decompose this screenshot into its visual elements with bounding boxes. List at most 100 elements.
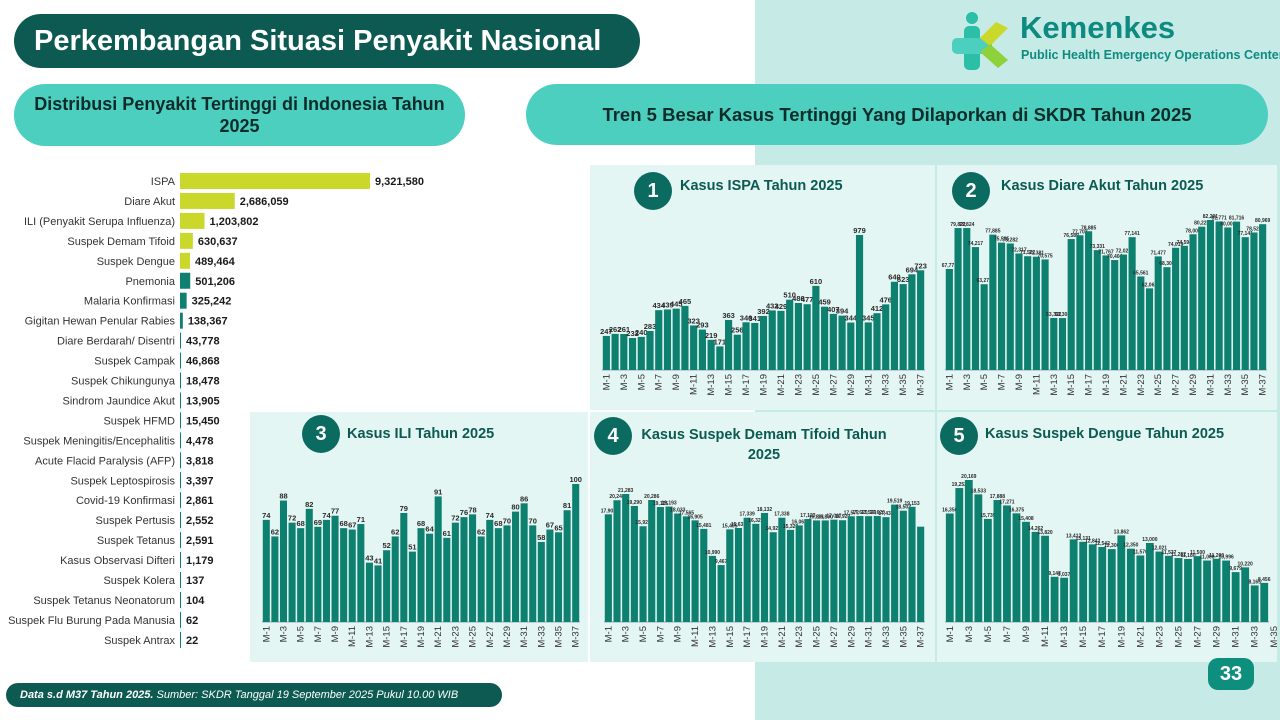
- trend-bar: [812, 520, 821, 622]
- panel-title: Kasus Suspek Demam Tifoid Tahun 2025: [641, 427, 887, 463]
- distribution-bar: [180, 392, 181, 409]
- trend-bar: [604, 514, 612, 622]
- trend-bar: [1060, 577, 1069, 622]
- trend-bar: [1174, 558, 1183, 622]
- bar-value-label: 694: [906, 265, 919, 274]
- trend-bar: [955, 488, 964, 622]
- trend-bar: [383, 550, 391, 622]
- bar-value-label: 20,169: [961, 474, 977, 480]
- trend-bar: [691, 520, 699, 622]
- value-label: 3,818: [186, 455, 214, 467]
- trend-bar: [1154, 256, 1162, 370]
- trend-bar: [917, 270, 925, 370]
- bar-value-label: 77: [331, 507, 339, 516]
- trend-bar: [1145, 542, 1154, 622]
- trend-bar: [1222, 560, 1231, 622]
- value-label: 3,397: [186, 475, 214, 487]
- bar-value-label: 363: [722, 311, 735, 320]
- bar-value-label: 17,599: [861, 510, 877, 516]
- x-tick-label: M-3: [962, 374, 973, 390]
- trend-bar: [734, 527, 743, 622]
- value-label: 4,478: [186, 435, 214, 447]
- trend-bar: [752, 523, 760, 622]
- x-tick-label: M-11: [690, 626, 701, 647]
- panel-title: Kasus Diare Akut Tahun 2025: [1001, 178, 1204, 194]
- trend-bar: [794, 302, 802, 370]
- bar-value-label: 17,123: [800, 513, 816, 519]
- trend-bar: [829, 313, 837, 370]
- bar-value-label: 16,061: [792, 519, 808, 525]
- trend-bar: [520, 503, 528, 622]
- value-label: 22: [186, 635, 198, 647]
- trend-bar: [637, 336, 645, 370]
- trend-bar: [602, 335, 610, 370]
- bar-value-label: 74,019: [1168, 242, 1184, 248]
- trend-bar: [1189, 234, 1197, 370]
- trend-bar: [537, 541, 545, 622]
- x-tick-label: M-5: [979, 374, 990, 390]
- bar-value-label: 12,842: [1085, 538, 1101, 544]
- bar-value-label: 13,820: [1037, 530, 1053, 536]
- kemenkes-logo-icon: [952, 12, 1008, 70]
- bar-value-label: 41: [374, 556, 382, 565]
- category-label: Suspek Demam Tifoid: [67, 236, 175, 248]
- x-tick-label: M-13: [707, 626, 718, 648]
- tifoid-chart: 17,90520,24421,28319,29015,92120,28619,1…: [601, 488, 927, 648]
- footnote-bold: Data s.d M37 Tahun 2025.: [20, 689, 154, 701]
- trend-bar: [563, 510, 571, 622]
- bar-value-label: 247: [600, 327, 613, 336]
- trend-bar: [630, 505, 638, 622]
- trend-bar: [656, 507, 664, 622]
- trend-bar: [486, 519, 494, 622]
- distribution-bar: [180, 332, 181, 349]
- x-tick-label: M-1: [603, 626, 614, 642]
- x-tick-label: M-13: [1049, 374, 1060, 396]
- trend-bar: [1126, 548, 1135, 622]
- bar-value-label: 17,017: [826, 514, 842, 520]
- bar-value-label: 13,412: [1066, 533, 1082, 539]
- x-tick-label: M-31: [1205, 374, 1216, 396]
- right-section-title: Tren 5 Besar Kasus Tertinggi Yang Dilapo…: [526, 84, 1268, 145]
- bar-value-label: 79: [400, 504, 408, 513]
- trend-bar: [494, 528, 502, 622]
- x-tick-label: M-35: [1240, 374, 1251, 396]
- category-label: ILI (Penyakit Serupa Influenza): [24, 216, 175, 228]
- category-label: Malaria Konfirmasi: [84, 296, 175, 308]
- x-tick-label: M-31: [864, 626, 875, 648]
- trend-bar: [546, 529, 554, 622]
- bar-value-label: 345: [862, 313, 875, 322]
- trend-bar: [1155, 551, 1164, 622]
- trend-bar: [646, 330, 654, 370]
- trend-bar: [1058, 318, 1067, 370]
- bar-value-label: 439: [661, 300, 674, 309]
- distribution-bar: [180, 591, 181, 608]
- bar-value-label: 81,771: [1211, 215, 1227, 221]
- x-tick-label: M-23: [1136, 374, 1147, 396]
- trend-bar: [821, 520, 829, 622]
- trend-bar: [1250, 232, 1258, 370]
- value-label: 9,321,580: [375, 176, 424, 188]
- trend-bar: [1117, 535, 1126, 622]
- trend-bar: [655, 310, 663, 370]
- bar-value-label: 80,000: [1220, 221, 1236, 227]
- panel-number-badge: 1: [634, 172, 672, 210]
- x-tick-label: M-3: [621, 626, 632, 642]
- x-tick-label: M-37: [571, 626, 582, 648]
- trend-bar: [665, 506, 673, 622]
- x-tick-label: M-11: [1040, 626, 1051, 647]
- trend-bar: [1241, 237, 1249, 370]
- bar-value-label: 16,905: [687, 514, 703, 520]
- bar-value-label: 70,575: [1037, 253, 1053, 259]
- x-tick-label: M-31: [863, 374, 874, 396]
- x-tick-label: M-31: [519, 626, 530, 648]
- value-label: 62: [186, 615, 198, 627]
- bar-value-label: 219: [705, 331, 718, 340]
- x-tick-label: M-27: [485, 626, 496, 648]
- trend-bar: [873, 313, 881, 370]
- trend-bar: [1032, 256, 1040, 370]
- category-label: Suspek Dengue: [97, 256, 175, 268]
- left-section-title: Distribusi Penyakit Tertinggi di Indones…: [14, 84, 465, 146]
- trend-bar: [865, 516, 873, 622]
- trend-bar: [682, 516, 690, 622]
